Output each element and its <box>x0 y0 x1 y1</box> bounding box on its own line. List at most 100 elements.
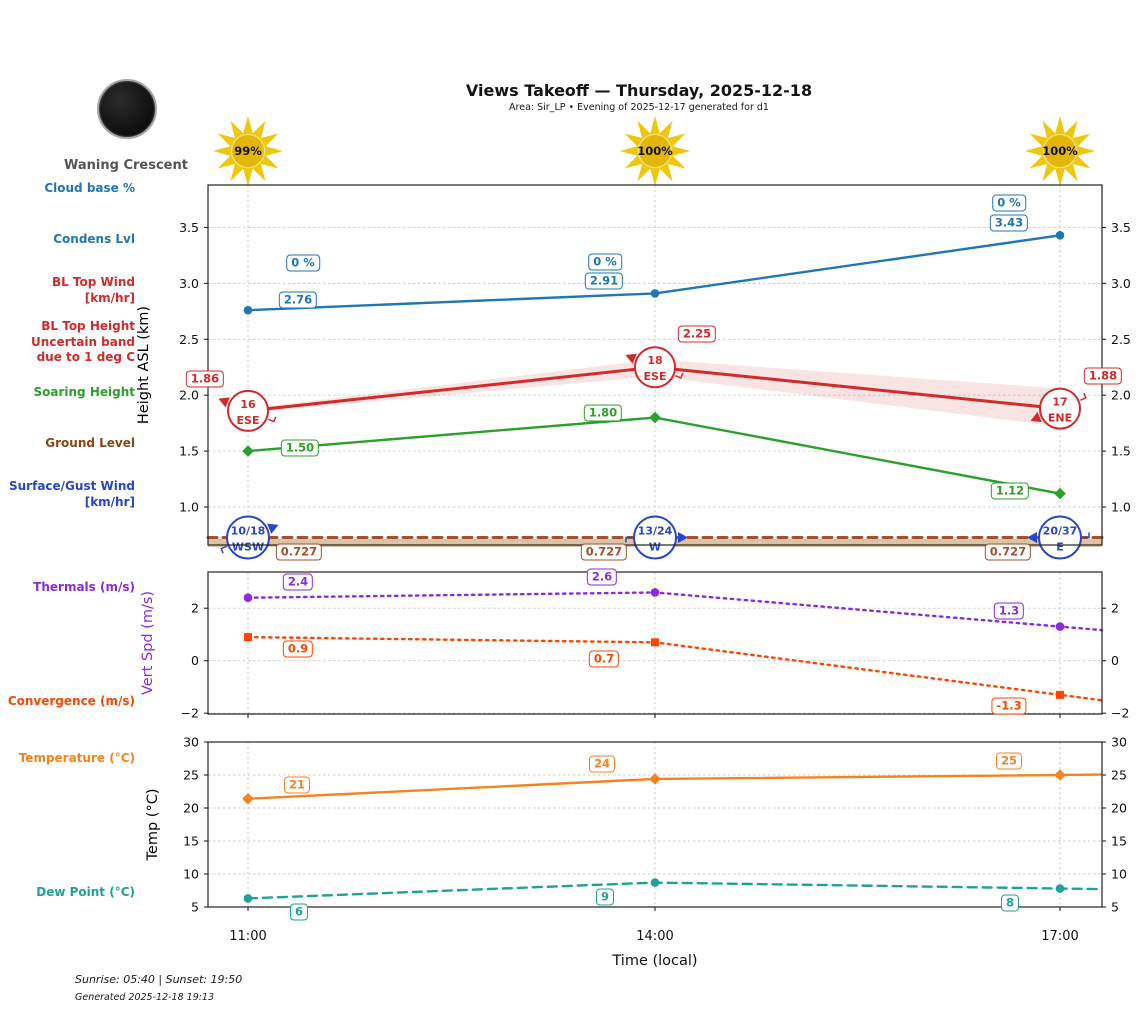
surface-wind-circle: 13/24 W <box>625 515 688 560</box>
convergence-value-label: -1.3 <box>991 697 1027 715</box>
y-tick-label: 2 <box>191 601 199 616</box>
temperature-value-label: 24 <box>588 755 616 773</box>
y-tick-label: 1.0 <box>1111 499 1131 514</box>
y-tick-label: 25 <box>183 768 199 783</box>
y-tick-label: 15 <box>1111 834 1127 849</box>
page-title: Views Takeoff — Thursday, 2025-12-18 <box>465 81 813 100</box>
y-tick-label: 1.5 <box>1111 444 1131 459</box>
thermals-value-label: 1.3 <box>993 602 1025 620</box>
wind-speed-text: 16 <box>240 398 256 411</box>
wind-dir-text: ESE <box>237 414 260 427</box>
wind-dir-text: E <box>1056 541 1064 554</box>
sunshine-percent: 100% <box>637 144 673 158</box>
ground-value-label: 0.727 <box>984 543 1032 560</box>
wind-speed-text: 13/24 <box>638 525 673 538</box>
cloud-base-pct-label: 0 % <box>992 194 1026 212</box>
temperature-chart: 30 30 25 25 20 20 15 15 10 10 5 5 Temp (°C) <box>145 735 1127 915</box>
dew-value-label: 9 <box>595 888 615 906</box>
vert-speed-chart: 2 2 0 0 −2 −2 Vert Spd (m/s) <box>140 571 1129 721</box>
side-label-dew-point: Dew Point (°C) <box>36 885 135 899</box>
y-tick-label: 1.0 <box>179 499 199 514</box>
side-label-soaring: Soaring Height <box>33 385 136 399</box>
y-tick-label: 1.5 <box>179 444 199 459</box>
wind-barb-icon <box>625 353 637 364</box>
thermals-series <box>243 588 1104 632</box>
convergence-value-label: 0.7 <box>588 650 620 668</box>
side-label-surface-wind: Surface/Gust Wind [km/hr] <box>9 479 135 509</box>
bl-top-wind-circle: 16 ESE <box>218 389 277 432</box>
temperature-value-label: 21 <box>283 776 311 794</box>
wind-barb-tail-icon <box>220 545 228 554</box>
wind-barb-icon <box>1027 532 1037 544</box>
y-tick-label: −2 <box>1111 706 1129 721</box>
wind-barb-tail-icon <box>625 536 632 543</box>
cloud-base-pct-label: 0 % <box>286 254 320 272</box>
cloud-base-pct-label: 0 % <box>588 253 622 271</box>
dew-value-label: 8 <box>1000 894 1020 912</box>
wind-barb-tail-icon <box>1083 532 1090 539</box>
temperature-value-label: 25 <box>995 752 1023 770</box>
side-label-ground: Ground Level <box>45 436 135 450</box>
y-tick-label: 2.5 <box>179 332 199 347</box>
sun-rays <box>619 115 691 187</box>
sun-icon: 99% <box>209 112 287 190</box>
y-axis-title: Height ASL (km) <box>136 306 152 424</box>
x-tick-label: 14:00 <box>636 929 674 944</box>
wind-speed-text: 20/37 <box>1043 525 1078 538</box>
sunrise-sunset-note: Sunrise: 05:40 | Sunset: 19:50 <box>75 973 243 986</box>
convergence-value-label: 0.9 <box>282 640 314 658</box>
side-label-cloud-base: Cloud base % <box>44 181 135 195</box>
sun-icon: 100% <box>616 112 694 190</box>
y-tick-label: −2 <box>181 706 199 721</box>
condens-value-label: 2.91 <box>584 272 624 290</box>
condens-value-label: 2.76 <box>278 291 318 309</box>
wind-speed-text: 17 <box>1052 396 1067 409</box>
side-label-condens: Condens Lvl <box>53 232 135 246</box>
dew-series <box>243 878 1104 903</box>
y-axis-title: Vert Spd (m/s) <box>140 591 156 695</box>
y-tick-label: 3.5 <box>1111 220 1131 235</box>
sun-icon: 100% <box>1021 112 1099 190</box>
y-tick-label: 30 <box>183 735 199 750</box>
ground-value-label: 0.727 <box>580 543 628 560</box>
y-tick-label: 2.0 <box>1111 388 1131 403</box>
y-tick-label: 25 <box>1111 768 1127 783</box>
y-tick-label: 3.0 <box>179 276 199 291</box>
side-label-temperature: Temperature (°C) <box>18 751 135 765</box>
temperature-series <box>242 769 1104 805</box>
dew-value-label: 6 <box>289 903 309 921</box>
y-tick-label: 0 <box>191 653 199 668</box>
wind-barb-tail-icon <box>1080 392 1087 401</box>
wind-barb-icon <box>1030 411 1042 423</box>
surface-wind-circle: 10/18 WSW <box>220 515 279 560</box>
y-tick-label: 5 <box>191 900 199 915</box>
y-tick-label: 5 <box>1111 900 1119 915</box>
x-axis-title: Time (local) <box>612 953 698 969</box>
uncertainty-band <box>248 359 1060 427</box>
wind-barb-icon <box>267 523 279 534</box>
convergence-series <box>244 633 1104 702</box>
wind-barb-tail-icon <box>268 416 277 423</box>
bl-top-value-label: 2.25 <box>677 325 717 343</box>
ground-value-label: 0.727 <box>275 543 323 560</box>
y-tick-label: 3.5 <box>179 220 199 235</box>
soaring-value-label: 1.80 <box>583 404 623 422</box>
generated-note: Generated 2025-12-18 19:13 <box>75 992 215 1003</box>
bl-top-value-label: 1.88 <box>1083 367 1123 385</box>
wind-barb-icon <box>218 397 230 408</box>
x-tick-label: 17:00 <box>1041 929 1079 944</box>
y-axis-title: Temp (°C) <box>145 789 161 862</box>
wind-barb-tail-icon <box>675 373 684 379</box>
sun-rays <box>1024 115 1096 187</box>
x-tick-label: 11:00 <box>229 929 267 944</box>
bl-top-value-label: 1.86 <box>185 370 225 388</box>
wind-dir-text: ENE <box>1048 412 1072 425</box>
thermals-value-label: 2.4 <box>282 573 314 591</box>
condens-value-label: 3.43 <box>989 214 1029 232</box>
wind-dir-text: W <box>649 541 661 554</box>
bl-top-wind-circle: 17 ENE <box>1030 387 1087 430</box>
wind-dir-text: ESE <box>644 370 667 383</box>
y-tick-label: 10 <box>1111 867 1127 882</box>
y-tick-label: 30 <box>1111 735 1127 750</box>
